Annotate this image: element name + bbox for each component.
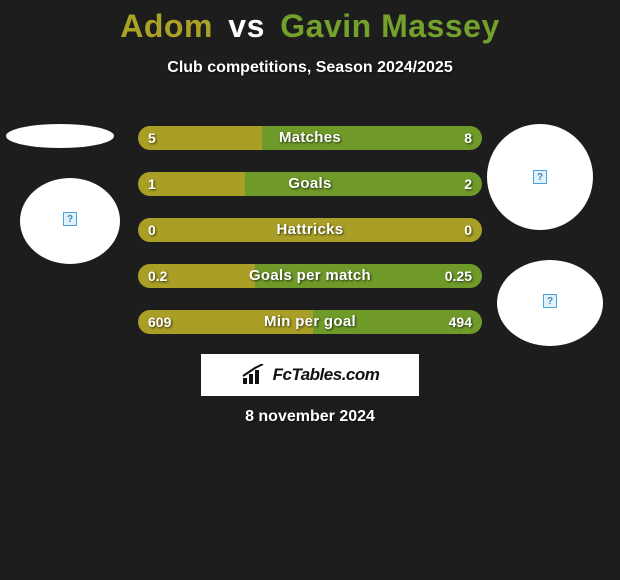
missing-image-icon bbox=[543, 294, 557, 308]
bar-label: Goals bbox=[138, 172, 482, 196]
bar-label: Min per goal bbox=[138, 310, 482, 334]
bar-row: 0 Hattricks 0 bbox=[138, 218, 482, 242]
bar-row: 5 Matches 8 bbox=[138, 126, 482, 150]
bar-label: Goals per match bbox=[138, 264, 482, 288]
logo-text: FcTables.com bbox=[273, 365, 380, 385]
subtitle: Club competitions, Season 2024/2025 bbox=[0, 59, 620, 77]
bar-right-value: 494 bbox=[449, 310, 472, 334]
chart-icon bbox=[241, 364, 267, 386]
player1-headshot-placeholder bbox=[6, 124, 114, 148]
comparison-bars: 5 Matches 8 1 Goals 2 0 Hattricks 0 0.2 … bbox=[138, 126, 482, 356]
bar-right-value: 0 bbox=[464, 218, 472, 242]
comparison-page: Adom vs Gavin Massey Club competitions, … bbox=[0, 0, 620, 580]
bar-right-value: 0.25 bbox=[445, 264, 472, 288]
bar-label: Hattricks bbox=[138, 218, 482, 242]
missing-image-icon bbox=[63, 212, 77, 226]
title-player2: Gavin Massey bbox=[280, 8, 499, 44]
title-vs: vs bbox=[228, 8, 265, 44]
bar-row: 0.2 Goals per match 0.25 bbox=[138, 264, 482, 288]
bar-right-value: 2 bbox=[464, 172, 472, 196]
missing-image-icon bbox=[533, 170, 547, 184]
source-logo: FcTables.com bbox=[201, 354, 419, 396]
date-label: 8 november 2024 bbox=[0, 408, 620, 426]
bar-label: Matches bbox=[138, 126, 482, 150]
bar-right-value: 8 bbox=[464, 126, 472, 150]
bar-row: 609 Min per goal 494 bbox=[138, 310, 482, 334]
bar-row: 1 Goals 2 bbox=[138, 172, 482, 196]
title-player1: Adom bbox=[120, 8, 213, 44]
page-title: Adom vs Gavin Massey bbox=[0, 0, 620, 45]
